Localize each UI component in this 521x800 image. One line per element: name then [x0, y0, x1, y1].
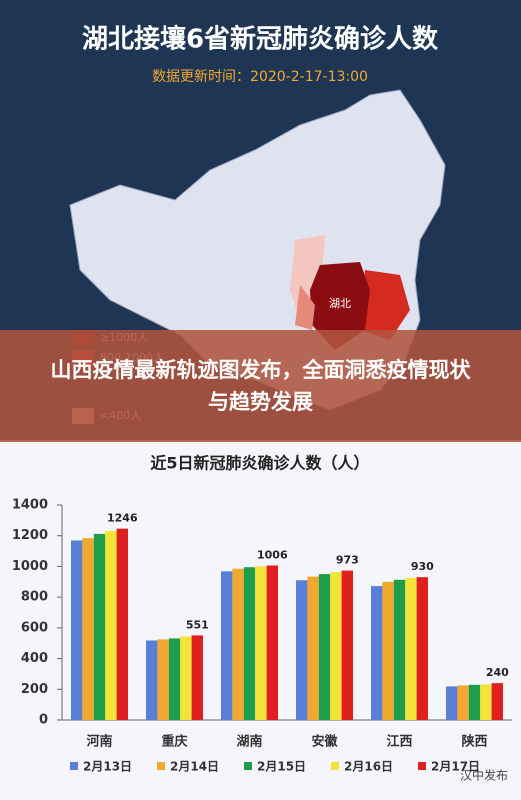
value-label: 551 [186, 618, 209, 631]
bar [116, 528, 128, 720]
bar [71, 540, 83, 720]
header-title: 湖北接壤6省新冠肺炎确诊人数 [82, 24, 439, 55]
y-tick-label: 1200 [12, 528, 48, 543]
legend-swatch [70, 762, 78, 770]
bar [371, 586, 383, 720]
legend-label: 2月15日 [257, 760, 306, 774]
x-tick-label: 重庆 [161, 734, 187, 750]
legend-label: 2月13日 [83, 760, 132, 774]
bar [318, 574, 331, 720]
x-tick-label: 安徽 [311, 734, 338, 750]
y-tick-label: 1400 [12, 498, 48, 513]
bar [266, 565, 278, 720]
value-label: 973 [336, 554, 359, 567]
y-tick-label: 600 [21, 620, 48, 635]
bar [168, 638, 181, 720]
banner-text: 山西疫情最新轨迹图发布，全面洞悉疫情现状与趋势发展 [50, 358, 471, 414]
bar [468, 684, 481, 720]
banner: 山西疫情最新轨迹图发布，全面洞悉疫情现状与趋势发展 [0, 330, 521, 442]
bar [157, 639, 169, 720]
bar [82, 538, 94, 720]
bar [405, 577, 417, 720]
bar [232, 568, 244, 720]
x-tick-label: 河南 [86, 734, 112, 750]
legend-swatch [331, 762, 339, 770]
bar [480, 684, 492, 720]
bar [180, 636, 192, 720]
y-tick-label: 200 [21, 682, 48, 697]
bar [341, 570, 353, 720]
chart-title: 近5日新冠肺炎确诊人数（人） [150, 454, 369, 473]
bar [491, 683, 503, 720]
value-label: 1246 [107, 512, 138, 525]
bar [307, 576, 319, 720]
bar [296, 580, 308, 720]
y-tick-label: 0 [39, 713, 48, 728]
bar [416, 577, 428, 720]
bar [382, 581, 394, 720]
bar [146, 640, 158, 720]
value-label: 240 [486, 666, 509, 679]
legend-swatch [157, 762, 165, 770]
legend-label: 2月17日 [431, 760, 480, 774]
value-label: 1006 [257, 549, 288, 562]
x-tick-label: 陕西 [461, 734, 487, 750]
bar [221, 571, 233, 720]
bar [105, 530, 117, 720]
bar [446, 686, 458, 720]
bar [393, 579, 406, 720]
map-province [310, 262, 370, 350]
bar [243, 567, 256, 720]
y-tick-label: 400 [21, 651, 48, 666]
legend-label: 2月16日 [344, 760, 393, 774]
legend-swatch [244, 762, 252, 770]
value-label: 930 [411, 560, 434, 573]
watermark: 汉中发布 [460, 768, 508, 783]
y-tick-label: 800 [21, 590, 48, 605]
y-tick-label: 1000 [12, 559, 48, 574]
map-label: 湖北 [329, 297, 351, 310]
bar [330, 572, 342, 720]
legend-label: 2月14日 [170, 760, 219, 774]
bar [255, 566, 267, 720]
legend-swatch [418, 762, 426, 770]
map-province [360, 270, 410, 340]
bar [191, 635, 203, 720]
x-tick-label: 湖南 [236, 734, 262, 750]
bar [93, 533, 106, 720]
update-time: 数据更新时间：2020-2-17-13:00 [152, 69, 368, 85]
map-province [295, 285, 315, 330]
bar [457, 685, 469, 720]
x-tick-label: 江西 [386, 734, 412, 750]
